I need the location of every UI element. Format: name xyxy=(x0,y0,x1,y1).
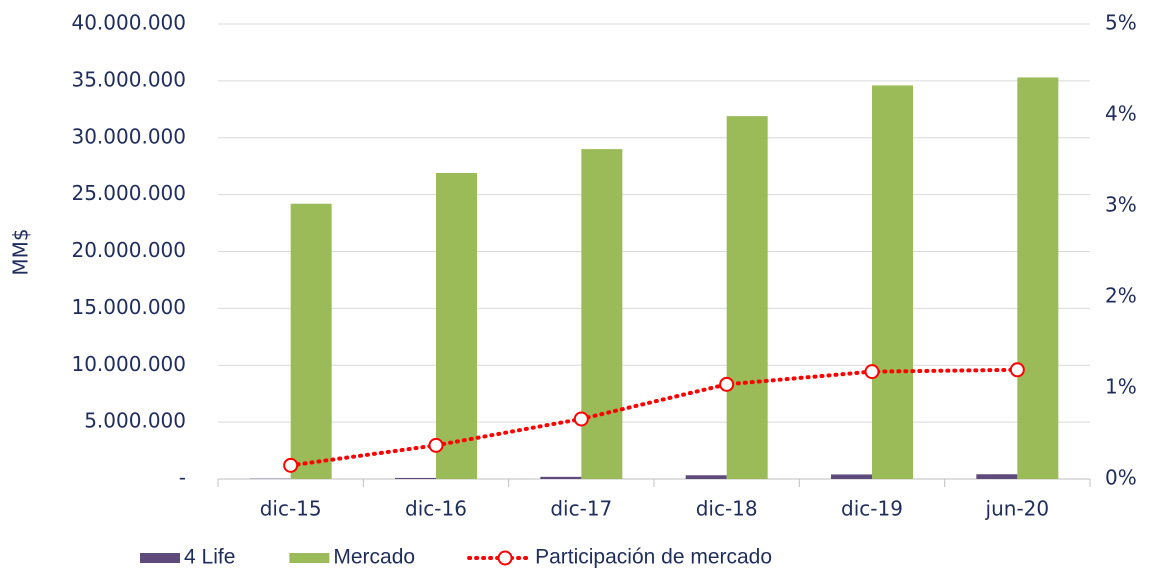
y-tick-label: 5.000.000 xyxy=(84,409,186,433)
y-tick-label: 10.000.000 xyxy=(71,352,186,376)
y-tick-label: 25.000.000 xyxy=(71,181,186,205)
y-tick-label: 30.000.000 xyxy=(71,124,186,148)
bar xyxy=(436,173,477,479)
x-tick-label: dic-15 xyxy=(260,497,322,521)
y2-tick-label: 2% xyxy=(1105,284,1137,308)
legend-label: Participación de mercado xyxy=(535,546,772,569)
line-marker xyxy=(428,437,444,453)
y2-tick-label: 1% xyxy=(1105,375,1137,399)
line xyxy=(288,367,1020,468)
line-marker xyxy=(1009,362,1025,378)
line-marker xyxy=(573,411,589,427)
y2-tick-label: 5% xyxy=(1105,11,1137,35)
bar xyxy=(581,149,623,479)
legend-swatch xyxy=(140,553,180,563)
y2-tick-label: 3% xyxy=(1105,193,1137,217)
bar xyxy=(540,476,582,479)
x-tick-label: dic-19 xyxy=(841,497,903,521)
bar xyxy=(831,474,872,479)
y2-tick-label: 0% xyxy=(1105,466,1137,490)
bar xyxy=(726,116,768,479)
y-tick-label: 35.000.000 xyxy=(71,67,186,91)
x-tick-label: dic-17 xyxy=(550,497,612,521)
x-tick-label: jun-20 xyxy=(985,497,1050,521)
bar xyxy=(290,203,332,479)
bar xyxy=(872,85,913,480)
line-marker xyxy=(719,376,735,392)
x-tick-label: dic-18 xyxy=(696,497,758,521)
bar xyxy=(976,474,1018,479)
bar xyxy=(1017,77,1059,480)
y-axis-title: MM$ xyxy=(9,228,33,275)
x-tick-label: dic-16 xyxy=(405,497,467,521)
y-tick-label: - xyxy=(179,466,186,490)
legend-swatch xyxy=(289,553,330,563)
legend-swatch xyxy=(497,550,513,566)
legend-label: Mercado xyxy=(333,546,415,569)
bar xyxy=(685,475,727,479)
legend-label: 4 Life xyxy=(184,546,235,569)
line-marker xyxy=(283,457,299,473)
bar xyxy=(395,477,436,479)
y-tick-label: 20.000.000 xyxy=(71,238,186,262)
y2-tick-label: 4% xyxy=(1105,102,1137,126)
y-tick-label: 15.000.000 xyxy=(71,295,186,319)
line-marker xyxy=(864,364,880,380)
y-tick-label: 40.000.000 xyxy=(71,11,186,35)
